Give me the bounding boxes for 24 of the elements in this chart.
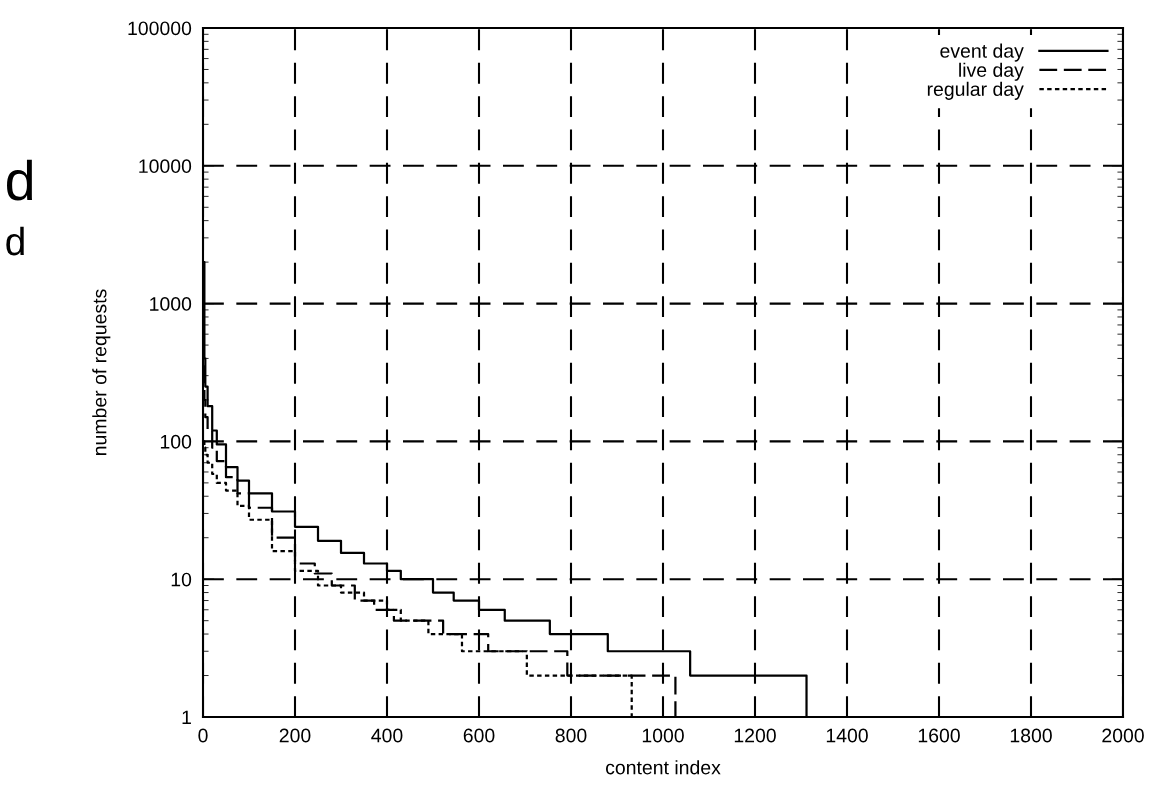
text: d <box>6 226 24 256</box>
x-tick-label: 600 <box>463 728 495 743</box>
x-tick-label: 800 <box>555 728 587 743</box>
y-tick-label: 10 <box>171 572 192 587</box>
y-tick-label: 100000 <box>128 21 192 36</box>
y-tick-label: 1 <box>182 710 191 725</box>
y-tick-label: 100 <box>160 434 192 449</box>
x-tick-label: 400 <box>371 728 403 743</box>
x-tick-label: 2000 <box>1102 728 1144 743</box>
y-tick-label: 10000 <box>139 159 192 174</box>
x-tick-label: 1200 <box>734 728 776 743</box>
text: d <box>7 159 32 201</box>
legend-label: live day <box>959 62 1024 81</box>
x-tick-label: 1600 <box>918 728 960 743</box>
x-axis-title: content index <box>606 760 721 775</box>
y-axis-title: number of requests <box>92 289 111 455</box>
x-tick-label: 0 <box>198 728 208 743</box>
x-tick-label: 1400 <box>826 728 868 743</box>
x-tick-label: 200 <box>279 728 311 743</box>
y-tick-label: 1000 <box>150 297 192 311</box>
x-tick-label: 1000 <box>642 728 684 743</box>
x-tick-label: 1800 <box>1010 728 1052 743</box>
legend-label: event day <box>940 43 1024 62</box>
legend-label: regular day <box>927 81 1024 100</box>
